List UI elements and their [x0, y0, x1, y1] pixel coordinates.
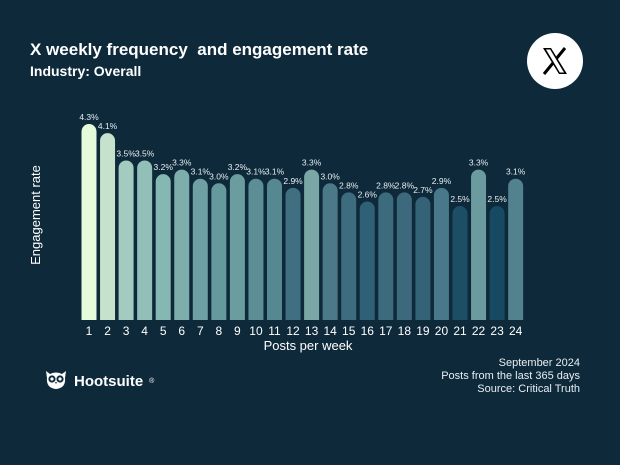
x-tick-7: 7: [197, 324, 204, 338]
x-tick-19: 19: [416, 324, 430, 338]
x-tick-17: 17: [379, 324, 393, 338]
bar-18: [396, 192, 412, 320]
value-label-6: 3.3%: [172, 158, 192, 168]
value-label-7: 3.1%: [191, 167, 211, 177]
bar-8: [211, 183, 227, 320]
value-label-17: 2.8%: [376, 180, 396, 190]
chart-subtitle: Industry: Overall: [30, 63, 142, 79]
value-label-20: 2.9%: [432, 176, 452, 186]
x-tick-1: 1: [86, 324, 93, 338]
bar-10: [248, 178, 264, 320]
brand-name: Hootsuite: [74, 373, 144, 390]
x-tick-2: 2: [104, 324, 111, 338]
y-axis-label: Engagement rate: [28, 165, 43, 265]
value-label-14: 3.0%: [320, 171, 340, 181]
value-label-21: 2.5%: [450, 194, 470, 204]
x-tick-11: 11: [268, 324, 281, 338]
hootsuite-brand: Hootsuite ®: [44, 368, 154, 395]
bar-6: [174, 169, 190, 320]
registered-mark: ®: [149, 378, 155, 385]
bar-11: [267, 178, 282, 320]
x-tick-8: 8: [216, 324, 223, 338]
x-tick-5: 5: [160, 324, 167, 338]
bar-13: [304, 169, 320, 320]
value-label-9: 3.2%: [228, 162, 248, 172]
footer-notes: September 2024 Posts from the last 365 d…: [441, 357, 580, 396]
value-label-10: 3.1%: [246, 167, 266, 177]
bar-14: [322, 183, 338, 320]
x-tick-12: 12: [286, 324, 300, 338]
value-label-13: 3.3%: [302, 158, 322, 168]
x-tick-4: 4: [141, 324, 148, 338]
value-label-23: 2.5%: [487, 194, 507, 204]
value-label-11: 3.1%: [265, 167, 285, 177]
x-tick-16: 16: [361, 324, 375, 338]
footer-scope: Posts from the last 365 days: [441, 370, 580, 382]
x-tick-20: 20: [435, 324, 449, 338]
bar-12: [285, 187, 301, 320]
value-label-12: 2.9%: [283, 176, 303, 186]
x-tick-6: 6: [178, 324, 185, 338]
value-label-2: 4.1%: [98, 121, 118, 131]
bar-1: [81, 124, 97, 321]
owl-icon: [44, 368, 68, 395]
bar-17: [378, 192, 394, 320]
bar-24: [508, 178, 524, 320]
bar-16: [359, 201, 375, 320]
value-label-24: 3.1%: [506, 167, 526, 177]
bar-19: [415, 196, 431, 320]
chart-title: X weekly frequency and engagement rate: [30, 40, 369, 59]
x-axis-label: Posts per week: [264, 338, 353, 353]
bar-4: [137, 160, 153, 320]
x-tick-9: 9: [234, 324, 241, 338]
value-label-15: 2.8%: [339, 180, 359, 190]
bar-2: [100, 133, 116, 320]
bar-23: [489, 206, 505, 320]
x-tick-15: 15: [342, 324, 356, 338]
x-tick-22: 22: [472, 324, 486, 338]
value-label-19: 2.7%: [413, 185, 433, 195]
value-label-5: 3.2%: [154, 162, 174, 172]
x-tick-23: 23: [490, 324, 504, 338]
bar-21: [452, 206, 468, 320]
bar-20: [433, 187, 449, 320]
x-tick-13: 13: [305, 324, 319, 338]
bar-5: [155, 174, 171, 320]
x-tick-21: 21: [453, 324, 467, 338]
bar-9: [229, 174, 245, 320]
footer-date: September 2024: [498, 357, 580, 369]
value-label-8: 3.0%: [209, 171, 229, 181]
footer-source: Source: Critical Truth: [477, 383, 580, 395]
value-label-4: 3.5%: [135, 148, 155, 158]
value-label-22: 3.3%: [469, 158, 489, 168]
x-tick-14: 14: [323, 324, 337, 338]
bar-7: [192, 178, 208, 320]
value-label-1: 4.3%: [79, 112, 99, 122]
x-logo-icon: [527, 33, 583, 89]
x-tick-3: 3: [123, 324, 130, 338]
x-tick-18: 18: [398, 324, 412, 338]
bar-15: [341, 192, 357, 320]
value-label-16: 2.6%: [358, 189, 378, 199]
value-label-3: 3.5%: [116, 148, 136, 158]
value-label-18: 2.8%: [395, 180, 415, 190]
x-tick-10: 10: [249, 324, 263, 338]
bar-3: [118, 160, 134, 320]
x-tick-24: 24: [509, 324, 523, 338]
bar-22: [471, 169, 487, 320]
